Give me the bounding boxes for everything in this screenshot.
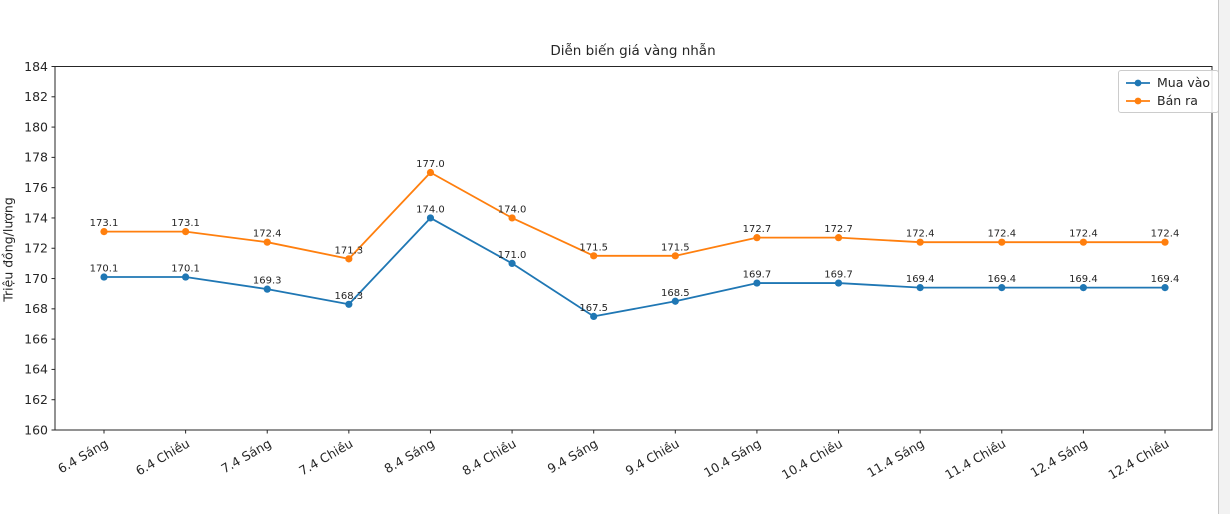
right-edge-gutter — [1218, 0, 1230, 514]
data-point-label: 172.7 — [824, 224, 853, 235]
data-point — [1161, 284, 1169, 292]
data-point — [753, 234, 761, 242]
data-point — [1079, 238, 1087, 246]
data-point — [590, 252, 598, 260]
data-point-label: 169.4 — [906, 274, 935, 285]
x-tick-label: 9.4 Sáng — [545, 436, 600, 477]
data-point-label: 172.7 — [743, 224, 772, 235]
data-point — [1161, 238, 1169, 246]
data-point-label: 167.5 — [579, 303, 608, 314]
data-point — [426, 168, 435, 177]
x-tick-label: 6.4 Sáng — [55, 436, 110, 477]
data-point-label: 170.1 — [171, 264, 200, 275]
data-point-label: 174.0 — [498, 204, 527, 215]
data-point-label: 169.4 — [1151, 274, 1180, 285]
data-point — [345, 300, 353, 308]
y-axis-label: Triệu đồng/lượng — [0, 197, 16, 302]
legend-item-ban-ra: Bán ra — [1125, 93, 1210, 108]
data-point-label: 174.0 — [416, 204, 445, 215]
data-point-label: 177.0 — [416, 159, 445, 170]
x-tick-label: 7.4 Chiều — [296, 436, 355, 479]
data-point-label: 169.4 — [1069, 274, 1098, 285]
x-tick-label: 10.4 Sáng — [701, 436, 763, 481]
y-tick-label: 182 — [24, 89, 48, 104]
data-point-label: 169.3 — [253, 276, 282, 287]
y-tick-label: 184 — [24, 59, 48, 74]
data-point — [100, 273, 108, 281]
x-tick-label: 7.4 Sáng — [218, 436, 273, 477]
chart-title: Diễn biến giá vàng nhẫn — [550, 43, 716, 59]
y-tick-label: 170 — [24, 271, 48, 286]
y-tick-label: 160 — [24, 422, 48, 437]
data-point-label: 169.4 — [987, 274, 1016, 285]
y-tick-label: 162 — [24, 392, 48, 407]
y-tick-label: 178 — [24, 150, 48, 165]
x-tick-label: 9.4 Chiều — [623, 436, 682, 479]
data-point-label: 172.4 — [1151, 229, 1180, 240]
data-point-label: 171.5 — [579, 242, 608, 253]
y-tick-label: 168 — [24, 301, 48, 316]
data-point — [998, 284, 1006, 292]
data-point — [426, 214, 435, 222]
data-point-label: 168.3 — [335, 291, 364, 302]
x-tick-label: 8.4 Chiều — [459, 436, 518, 479]
chart-legend: Mua vào Bán ra — [1118, 70, 1220, 113]
x-tick-label: 11.4 Chiều — [942, 436, 1008, 483]
series-line-mua-vao — [104, 217, 1165, 318]
data-point-label: 172.4 — [906, 229, 935, 240]
data-point — [508, 259, 516, 267]
data-point — [345, 255, 353, 263]
data-point — [263, 285, 271, 293]
x-tick-label: 6.4 Chiều — [133, 436, 192, 479]
data-point — [834, 234, 843, 242]
line-marker-icon — [1126, 97, 1150, 104]
legend-label: Bán ra — [1157, 93, 1198, 108]
x-tick-label: 11.4 Sáng — [864, 436, 926, 481]
data-point-label: 169.7 — [743, 270, 772, 281]
y-tick-label: 164 — [24, 362, 48, 377]
legend-label: Mua vào — [1157, 75, 1211, 90]
data-point — [182, 273, 190, 281]
data-point — [508, 214, 516, 222]
data-point-label: 172.4 — [987, 229, 1016, 240]
x-tick-label: 8.4 Sáng — [382, 436, 437, 477]
data-point-label: 169.7 — [824, 270, 853, 281]
data-point-label: 172.4 — [253, 229, 282, 240]
data-point-label: 171.0 — [498, 250, 527, 261]
y-tick-label: 174 — [24, 210, 48, 225]
data-point — [671, 252, 679, 260]
data-point-label: 171.3 — [335, 245, 364, 256]
data-point-label: 172.4 — [1069, 229, 1098, 240]
data-point — [916, 284, 924, 292]
data-point — [263, 238, 271, 246]
data-point — [916, 238, 924, 246]
data-point — [671, 297, 679, 305]
data-point — [182, 227, 190, 236]
x-tick-label: 12.4 Chiều — [1106, 436, 1172, 483]
data-point-label: 168.5 — [661, 288, 690, 299]
data-point — [998, 238, 1006, 246]
y-tick-label: 180 — [24, 119, 48, 134]
data-point-label: 170.1 — [90, 264, 119, 275]
data-point-label: 173.1 — [171, 218, 200, 229]
series-line-ban-ra — [104, 171, 1165, 260]
plot-frame — [54, 66, 1213, 431]
legend-item-mua-vao: Mua vào — [1125, 75, 1210, 90]
data-point — [590, 312, 598, 321]
y-tick-label: 176 — [24, 180, 48, 195]
y-tick-label: 166 — [24, 331, 48, 346]
x-tick-label: 12.4 Sáng — [1028, 436, 1090, 481]
data-point — [753, 279, 761, 287]
y-tick-label: 172 — [24, 241, 48, 256]
data-point — [100, 227, 108, 236]
line-marker-icon — [1126, 79, 1150, 86]
data-point-label: 173.1 — [90, 218, 119, 229]
data-point — [1079, 284, 1087, 292]
data-point-label: 171.5 — [661, 242, 690, 253]
data-point — [834, 279, 843, 287]
x-tick-label: 10.4 Chiều — [779, 436, 845, 483]
